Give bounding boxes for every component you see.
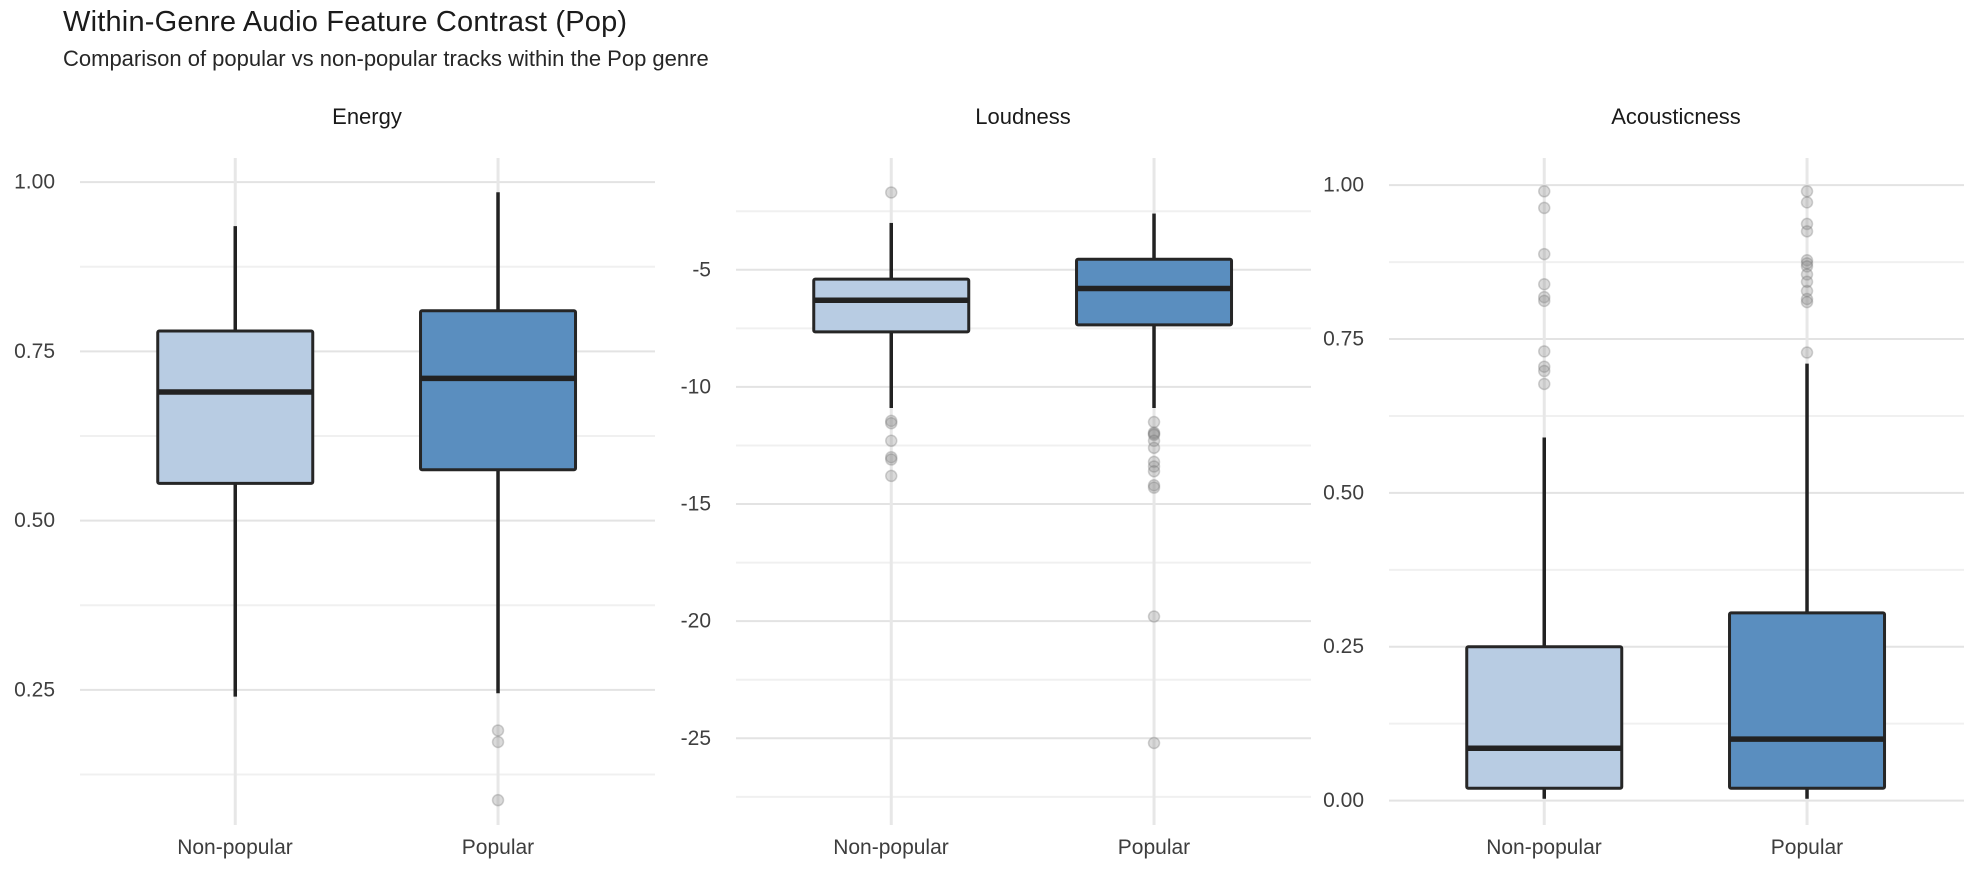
- outlier-point: [1147, 415, 1161, 429]
- outlier-point: [1538, 360, 1551, 373]
- iqr-box: [156, 329, 315, 485]
- panel-title-acousticness: Acousticness: [1611, 104, 1741, 129]
- outlier-point: [1800, 185, 1814, 198]
- boxplot-energy-popular: [419, 192, 578, 807]
- x-label-energy-popular: Popular: [461, 836, 535, 859]
- outlier-point: [885, 450, 898, 464]
- iqr-box: [1728, 611, 1887, 790]
- outlier-point: [885, 469, 898, 483]
- figure-subtitle: Comparison of popular vs non-popular tra…: [63, 46, 709, 71]
- iqr-box: [812, 277, 971, 334]
- outlier-point: [1800, 275, 1814, 289]
- outlier-point: [1147, 428, 1161, 442]
- y-tick-label: -20: [681, 610, 711, 633]
- outlier-point: [885, 434, 898, 448]
- outlier-point: [885, 453, 898, 466]
- outlier-point: [1800, 284, 1814, 298]
- boxplot-loudness-popular: [1075, 213, 1234, 750]
- outlier-point: [1538, 201, 1551, 215]
- outlier-point: [1800, 196, 1814, 209]
- outlier-point: [1538, 290, 1551, 304]
- y-tick-label: 1.00: [1323, 174, 1364, 197]
- outlier-point: [1800, 260, 1814, 273]
- outlier-point: [885, 416, 898, 430]
- outlier-point: [1147, 427, 1161, 441]
- outlier-point: [1800, 295, 1814, 309]
- outlier-point: [1147, 460, 1161, 473]
- outlier-point: [885, 414, 898, 428]
- x-label-energy-nonpopular: Non-popular: [177, 836, 293, 859]
- y-tick-label: 0.75: [14, 340, 55, 363]
- panel-title-energy: Energy: [332, 104, 402, 129]
- outlier-point: [1800, 257, 1814, 270]
- outlier-point: [1147, 481, 1161, 494]
- y-tick-label: 0.75: [1323, 328, 1364, 351]
- y-tick-label: 0.50: [14, 509, 55, 532]
- boxplot-acousticness-popular: [1728, 185, 1887, 799]
- outlier-point: [1538, 277, 1551, 291]
- boxplot-loudness-nonpopular: [812, 186, 971, 483]
- outlier-point: [1538, 377, 1551, 391]
- y-tick-label: -25: [681, 727, 711, 750]
- outlier-point: [1800, 268, 1814, 281]
- y-tick-label: 0.00: [1323, 789, 1364, 812]
- y-tick-label: -15: [681, 493, 711, 516]
- outlier-point: [1147, 610, 1161, 623]
- x-label-acousticness-popular: Popular: [1770, 836, 1844, 859]
- outlier-point: [1147, 464, 1161, 478]
- outlier-point: [1147, 736, 1161, 750]
- y-tick-label: -5: [692, 258, 711, 281]
- outlier-point: [491, 724, 505, 737]
- outlier-point: [1538, 364, 1551, 378]
- x-label-acousticness-nonpopular: Non-popular: [1486, 836, 1602, 859]
- outlier-point: [1800, 253, 1814, 267]
- outlier-point: [1538, 345, 1551, 358]
- iqr-box: [1465, 645, 1624, 790]
- figure-title: Within-Genre Audio Feature Contrast (Pop…: [63, 6, 628, 38]
- x-label-loudness-popular: Popular: [1117, 836, 1191, 859]
- outlier-point: [1538, 247, 1551, 261]
- iqr-box: [1075, 257, 1234, 327]
- outlier-point: [1800, 346, 1814, 359]
- y-tick-label: 0.25: [1323, 635, 1364, 658]
- outlier-point: [885, 186, 898, 199]
- y-tick-label: 0.25: [14, 678, 55, 701]
- outlier-point: [1147, 434, 1161, 448]
- outlier-point: [1147, 479, 1161, 492]
- outlier-point: [1147, 426, 1161, 439]
- y-tick-label: 0.50: [1323, 481, 1364, 504]
- outlier-point: [1800, 217, 1814, 231]
- iqr-box: [419, 309, 578, 472]
- boxplot-acousticness-nonpopular: [1465, 185, 1624, 799]
- outlier-point: [1538, 294, 1551, 308]
- boxplot-energy-nonpopular: [156, 226, 315, 697]
- outlier-point: [491, 735, 505, 749]
- x-label-loudness-nonpopular: Non-popular: [833, 836, 949, 859]
- outlier-point: [1800, 225, 1814, 238]
- y-tick-label: -10: [681, 375, 711, 398]
- outlier-point: [491, 793, 505, 807]
- outlier-point: [1147, 441, 1161, 455]
- outlier-point: [1147, 455, 1161, 469]
- y-tick-label: 1.00: [14, 171, 55, 194]
- panel-title-loudness: Loudness: [975, 104, 1071, 129]
- outlier-point: [1538, 185, 1551, 198]
- outlier-point: [1800, 292, 1814, 306]
